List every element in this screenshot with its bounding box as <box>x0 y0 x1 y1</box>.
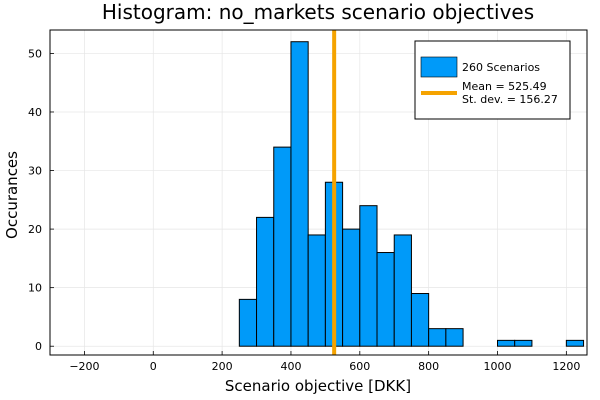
histogram-bar <box>393 234 412 347</box>
legend-box <box>414 40 571 120</box>
y-tick-label: 20 <box>28 223 42 236</box>
x-tick-label: 800 <box>418 360 439 373</box>
legend-entry-stdev: St. dev. = 156.27 <box>462 93 558 106</box>
y-axis-ticks: 0 10 20 30 40 50 <box>28 47 54 353</box>
x-tick-label: 200 <box>212 360 233 373</box>
x-axis-ticks: −200 0 200 400 600 800 1000 1200 <box>69 351 580 373</box>
y-tick-label: 50 <box>28 47 42 60</box>
histogram-bar <box>256 216 275 347</box>
histogram-bar <box>238 298 258 347</box>
legend-entry-mean: Mean = 525.49 <box>462 80 547 93</box>
histogram-bar <box>359 205 378 347</box>
histogram-bar <box>290 41 309 347</box>
plot-frame <box>49 29 588 356</box>
histogram-bars <box>238 41 585 347</box>
x-tick-label: 0 <box>150 360 157 373</box>
histogram-bar <box>410 293 430 347</box>
histogram-bar <box>273 146 292 347</box>
legend-swatch-bar <box>420 56 458 78</box>
chart-title: Histogram: no_markets scenario objective… <box>102 0 534 24</box>
histogram-bar <box>307 234 326 347</box>
x-axis-label: Scenario objective [DKK] <box>225 377 411 395</box>
y-tick-label: 30 <box>28 165 42 178</box>
legend: 260 Scenarios Mean = 525.49 St. dev. = 1… <box>414 40 571 120</box>
x-tick-label: 600 <box>349 360 370 373</box>
y-tick-label: 0 <box>35 340 42 353</box>
histogram-bar <box>565 339 585 347</box>
histogram-bar <box>497 339 516 347</box>
x-tick-label: 1000 <box>484 360 512 373</box>
y-tick-label: 40 <box>28 106 42 119</box>
histogram-bar <box>376 252 395 347</box>
histogram-bar <box>514 339 533 347</box>
histogram-bar <box>428 328 447 347</box>
histogram-bar <box>342 228 361 347</box>
legend-entry-bars: 260 Scenarios <box>462 61 540 74</box>
y-tick-label: 10 <box>28 282 42 295</box>
x-tick-label: 1200 <box>552 360 580 373</box>
x-tick-label: 400 <box>280 360 301 373</box>
y-axis-label: Occurances <box>3 151 21 239</box>
histogram-bar <box>445 328 464 347</box>
x-tick-label: −200 <box>69 360 99 373</box>
